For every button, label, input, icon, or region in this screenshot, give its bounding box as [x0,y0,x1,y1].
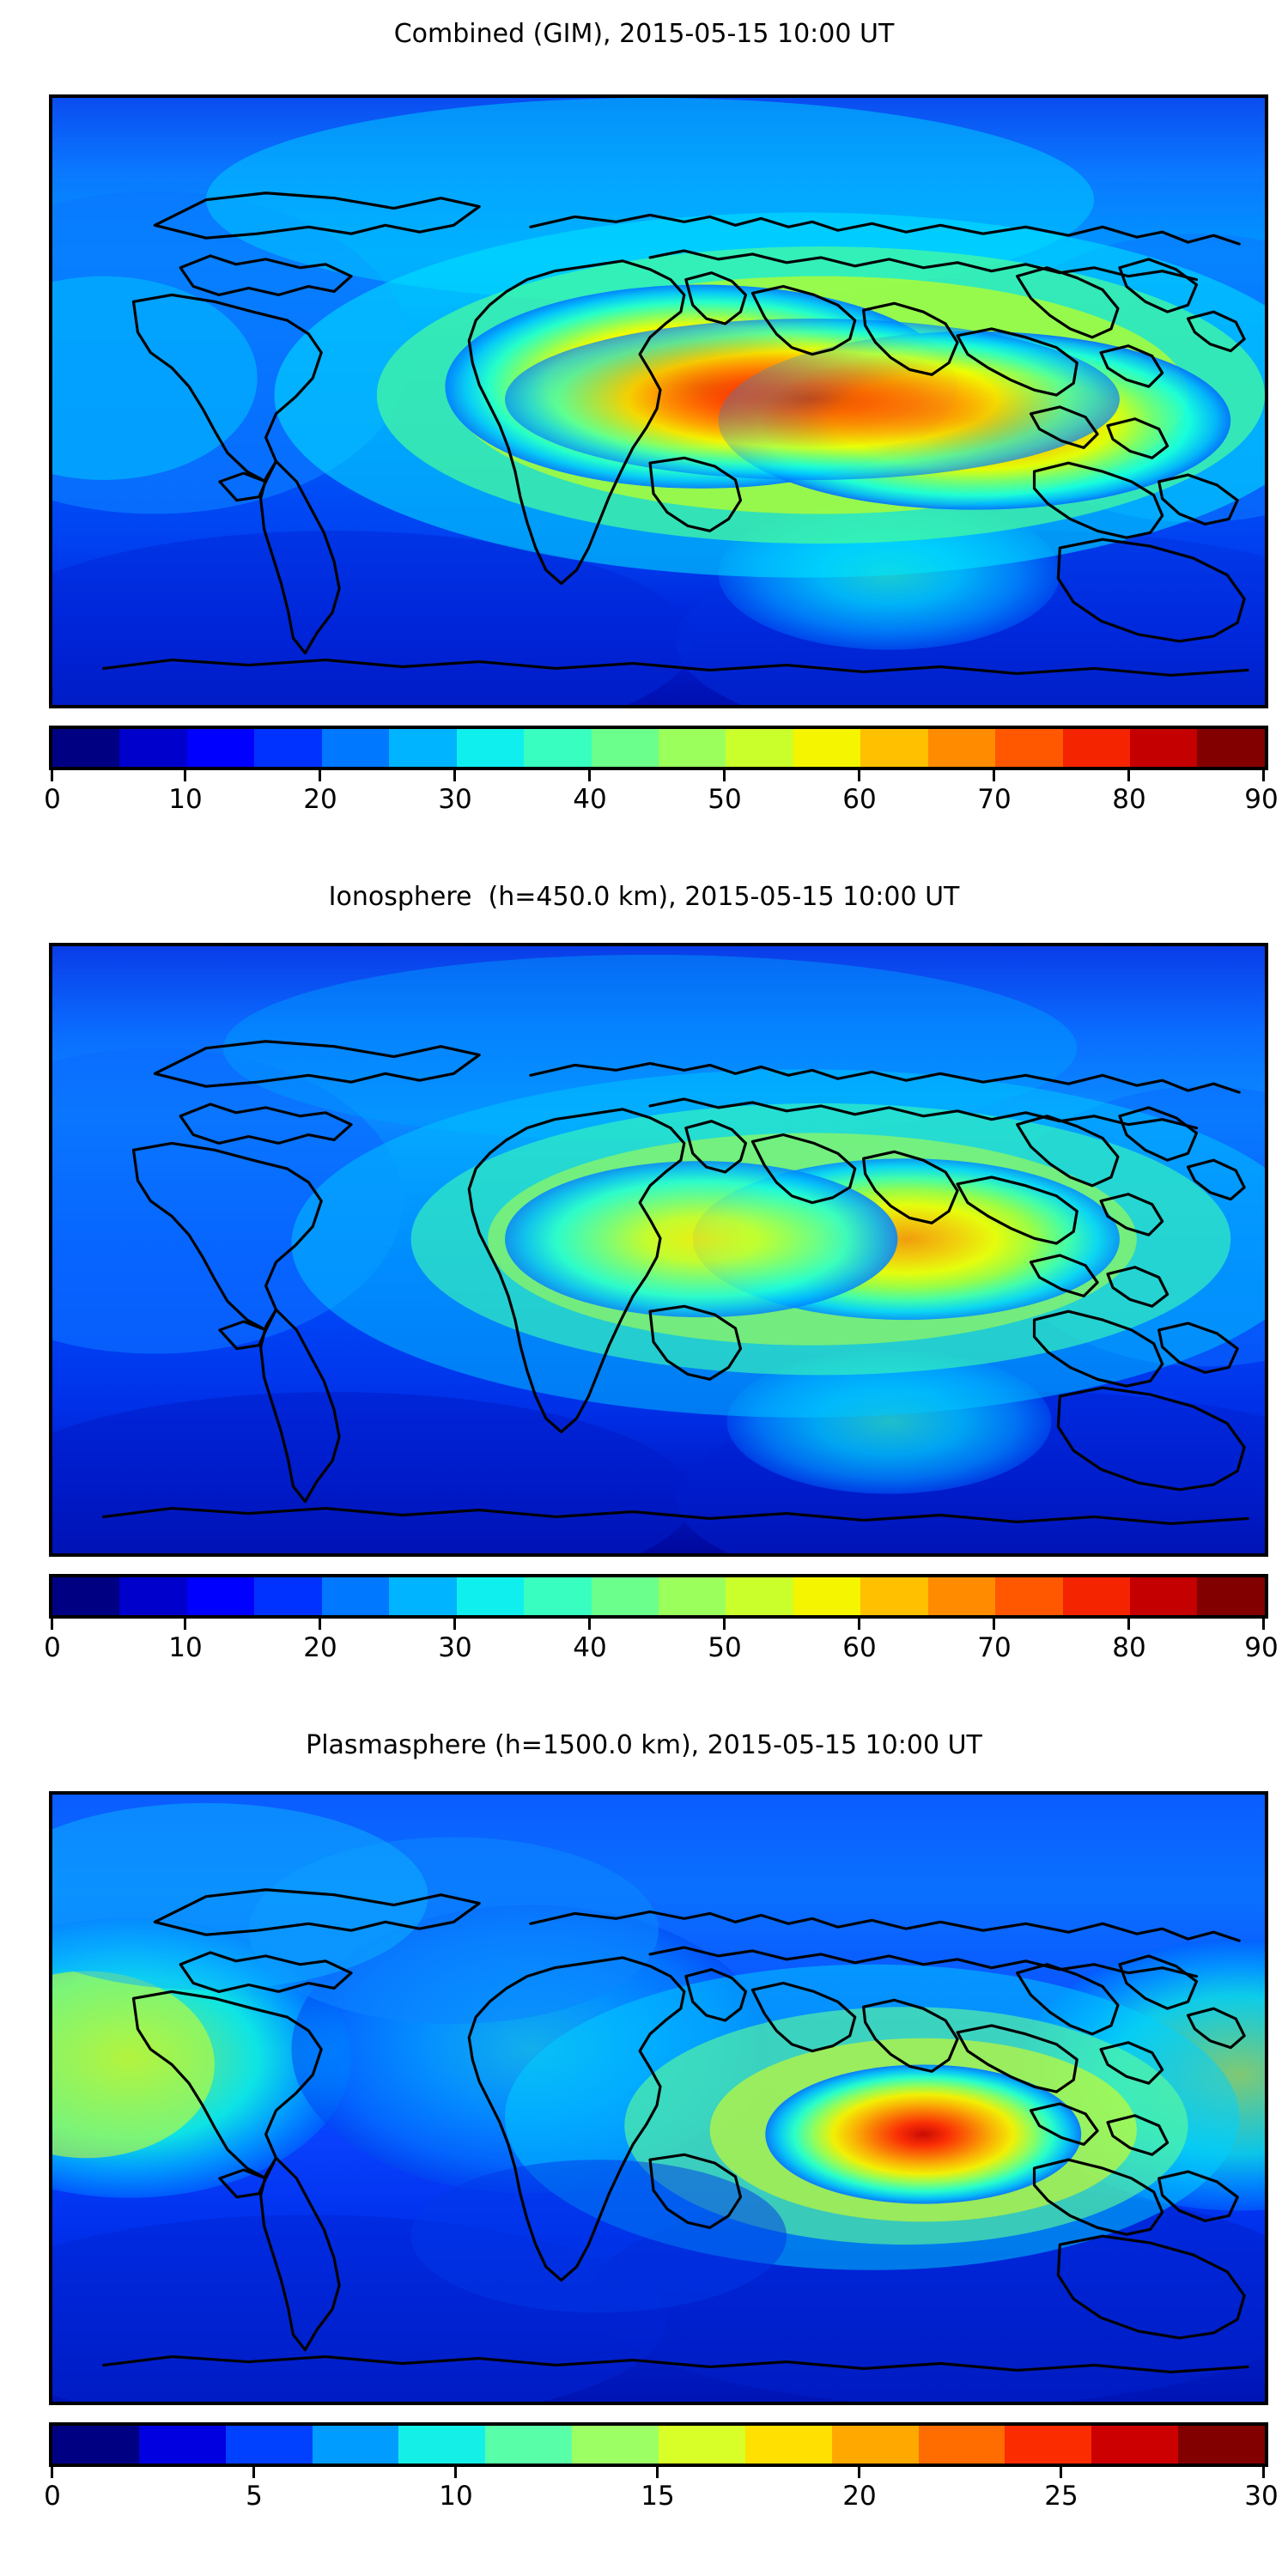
colorbar-segment [726,729,793,767]
colorbar-segment [52,2426,139,2464]
colorbar-tick-label: 90 [1244,1632,1279,1663]
colorbar-segment [456,1577,525,1615]
panel-title-plasmasphere-1500: Plasmasphere (h=1500.0 km), 2015-05-15 1… [306,1730,982,1760]
colorbar-segment [659,2426,745,2464]
colorbar-tick-label: 80 [1112,784,1146,815]
colorbar-combined-gim: 0 10 20 30 40 50 60 70 80 90 [44,726,1279,818]
colorbar-tick-label: 20 [842,2481,877,2512]
colorbar-tick-label: 30 [1244,2481,1279,2512]
colorbar-tick-label: 50 [708,1632,742,1663]
colorbar-plasmasphere-1500: 0 5 10 15 20 25 30 [44,2422,1279,2515]
colorbar-tick-label: 50 [708,784,742,815]
colorbar-segment [591,729,659,767]
colorbar-segment [52,729,120,767]
colorbar-segment [793,729,861,767]
colorbar-segment [591,1577,659,1615]
colorbar-tick-label: 10 [439,2481,473,2512]
colorbar-segment [1197,1577,1265,1615]
colorbar-segment [831,2426,919,2464]
colorbar-tick-label: 90 [1244,784,1279,815]
colorbar-tick-label: 10 [168,784,203,815]
colorbar-segment [312,2426,399,2464]
colorbar-tick-label: 20 [303,784,337,815]
map-canvas-combined-gim [52,98,1265,705]
colorbar-tick-label: 20 [303,1632,337,1663]
map-combined-gim [49,94,1268,708]
colorbar-segment [52,1577,120,1615]
colorbar-segment [658,729,726,767]
colorbar-segment [254,729,322,767]
colorbar-segment [572,2426,659,2464]
colorbar-ticks-combined-gim [49,770,1268,782]
colorbar-tick-label: 40 [573,784,607,815]
colorbar-labels-ionosphere-450: 0 10 20 30 40 50 60 70 80 90 [44,1631,1279,1667]
colorbar-segment [927,1577,996,1615]
colorbar-tick-label: 25 [1044,2481,1078,2512]
colorbar-segment [1197,729,1265,767]
colorbar-segment [398,2426,486,2464]
colorbar-segment [186,729,255,767]
colorbar-segment [524,729,592,767]
colorbar-strip-ionosphere-450 [49,1574,1268,1619]
colorbar-tick-label: 70 [977,1632,1012,1663]
colorbar-segment [119,1577,187,1615]
colorbar-segment [995,1577,1063,1615]
map-ionosphere-450 [49,943,1268,1557]
map-canvas-ionosphere-450 [52,946,1265,1553]
colorbar-segment [918,2426,1005,2464]
colorbar-ionosphere-450: 0 10 20 30 40 50 60 70 80 90 [44,1574,1279,1667]
colorbar-tick-label: 0 [44,2481,61,2512]
colorbar-segment [524,1577,592,1615]
colorbar-segment [254,1577,322,1615]
colorbar-segment [793,1577,861,1615]
panel-title-ionosphere-450: Ionosphere (h=450.0 km), 2015-05-15 10:0… [328,882,960,912]
colorbar-tick-label: 60 [842,1632,877,1663]
colorbar-segment [860,729,928,767]
colorbar-tick-label: 80 [1112,1632,1146,1663]
colorbar-labels-plasmasphere-1500: 0 5 10 15 20 25 30 [44,2479,1279,2515]
colorbar-segment [1130,729,1198,767]
colorbar-segment [927,729,996,767]
colorbar-strip-plasmasphere-1500 [49,2422,1268,2467]
colorbar-ticks-ionosphere-450 [49,1619,1268,1631]
colorbar-labels-combined-gim: 0 10 20 30 40 50 60 70 80 90 [44,782,1279,818]
colorbar-tick-label: 70 [977,784,1012,815]
colorbar-ticks-plasmasphere-1500 [49,2467,1268,2479]
colorbar-segment [860,1577,928,1615]
colorbar-segment [1005,2426,1092,2464]
colorbar-segment [1062,1577,1130,1615]
colorbar-tick-label: 10 [168,1632,203,1663]
map-canvas-plasmasphere-1500 [52,1795,1265,2402]
colorbar-segment [995,729,1063,767]
colorbar-segment [744,2426,832,2464]
colorbar-segment [1091,2426,1179,2464]
map-plasmasphere-1500 [49,1791,1268,2405]
colorbar-segment [1062,729,1130,767]
colorbar-strip-combined-gim [49,726,1268,770]
colorbar-tick-label: 30 [438,1632,472,1663]
colorbar-segment [186,1577,255,1615]
colorbar-segment [321,729,390,767]
colorbar-segment [138,2426,226,2464]
panel-title-combined-gim: Combined (GIM), 2015-05-15 10:00 UT [393,19,895,49]
colorbar-segment [456,729,525,767]
colorbar-tick-label: 0 [44,784,61,815]
colorbar-segment [321,1577,390,1615]
colorbar-segment [389,1577,457,1615]
colorbar-segment [1130,1577,1198,1615]
colorbar-tick-label: 15 [641,2481,675,2512]
colorbar-tick-label: 0 [44,1632,61,1663]
colorbar-segment [726,1577,793,1615]
colorbar-segment [1178,2426,1266,2464]
colorbar-tick-label: 40 [573,1632,607,1663]
colorbar-tick-label: 60 [842,784,877,815]
colorbar-segment [658,1577,726,1615]
colorbar-segment [485,2426,573,2464]
colorbar-tick-label: 5 [246,2481,263,2512]
colorbar-segment [119,729,187,767]
colorbar-segment [389,729,457,767]
colorbar-segment [225,2426,313,2464]
colorbar-tick-label: 30 [438,784,472,815]
